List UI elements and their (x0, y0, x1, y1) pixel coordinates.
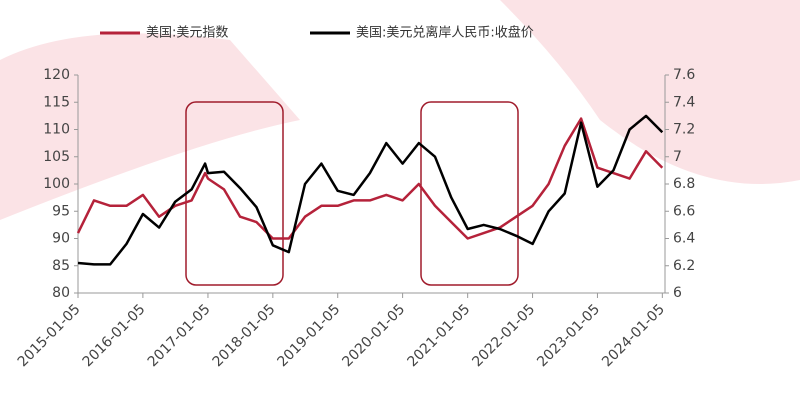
series-line (76, 117, 664, 240)
y2-tick-label: 7 (673, 149, 682, 165)
y-tick-label: 115 (43, 94, 70, 110)
y2-tick-label: 7.6 (673, 67, 695, 83)
y-tick-label: 95 (52, 203, 70, 219)
y-tick-label: 110 (43, 122, 70, 138)
y-tick-label: 85 (52, 258, 70, 274)
y2-tick-label: 6.6 (673, 203, 695, 219)
y2-tick-label: 6 (673, 285, 682, 301)
x-tick-label: 2016-01-05 (80, 301, 149, 370)
x-tick-label: 2015-01-05 (15, 301, 84, 370)
highlight-box (420, 101, 519, 286)
y-tick-label: 100 (43, 176, 70, 192)
watermark (0, 0, 800, 221)
y-tick-label: 105 (43, 149, 70, 165)
y-tick-label: 80 (52, 285, 70, 301)
y2-tick-label: 6.2 (673, 258, 695, 274)
legend-label: 美国:美元指数 (146, 26, 228, 41)
x-tick-label: 2023-01-05 (534, 301, 603, 370)
x-tick-label: 2022-01-05 (469, 301, 538, 370)
y-tick-label: 120 (43, 67, 70, 83)
y2-tick-label: 6.8 (673, 176, 695, 192)
x-tick-label: 2024-01-05 (599, 301, 668, 370)
x-tick-label: 2020-01-05 (339, 301, 408, 370)
watermark-shape (0, 33, 300, 221)
x-tick-label: 2017-01-05 (145, 301, 214, 370)
series-line (77, 114, 664, 266)
x-tick-label: 2018-01-05 (210, 301, 279, 370)
legend: 美国:美元指数 美国:美元兑离岸人民币:收盘价 (100, 25, 534, 41)
y2-tick-label: 7.2 (673, 122, 695, 138)
y2-tick-label: 6.4 (673, 231, 695, 247)
x-tick-label: 2019-01-05 (275, 301, 344, 370)
x-tick-label: 2021-01-05 (404, 301, 473, 370)
legend-label: 美国:美元兑离岸人民币:收盘价 (356, 25, 534, 41)
y-tick-label: 90 (52, 231, 70, 247)
y2-tick-label: 7.4 (673, 94, 695, 110)
watermark-shape (500, 0, 800, 184)
